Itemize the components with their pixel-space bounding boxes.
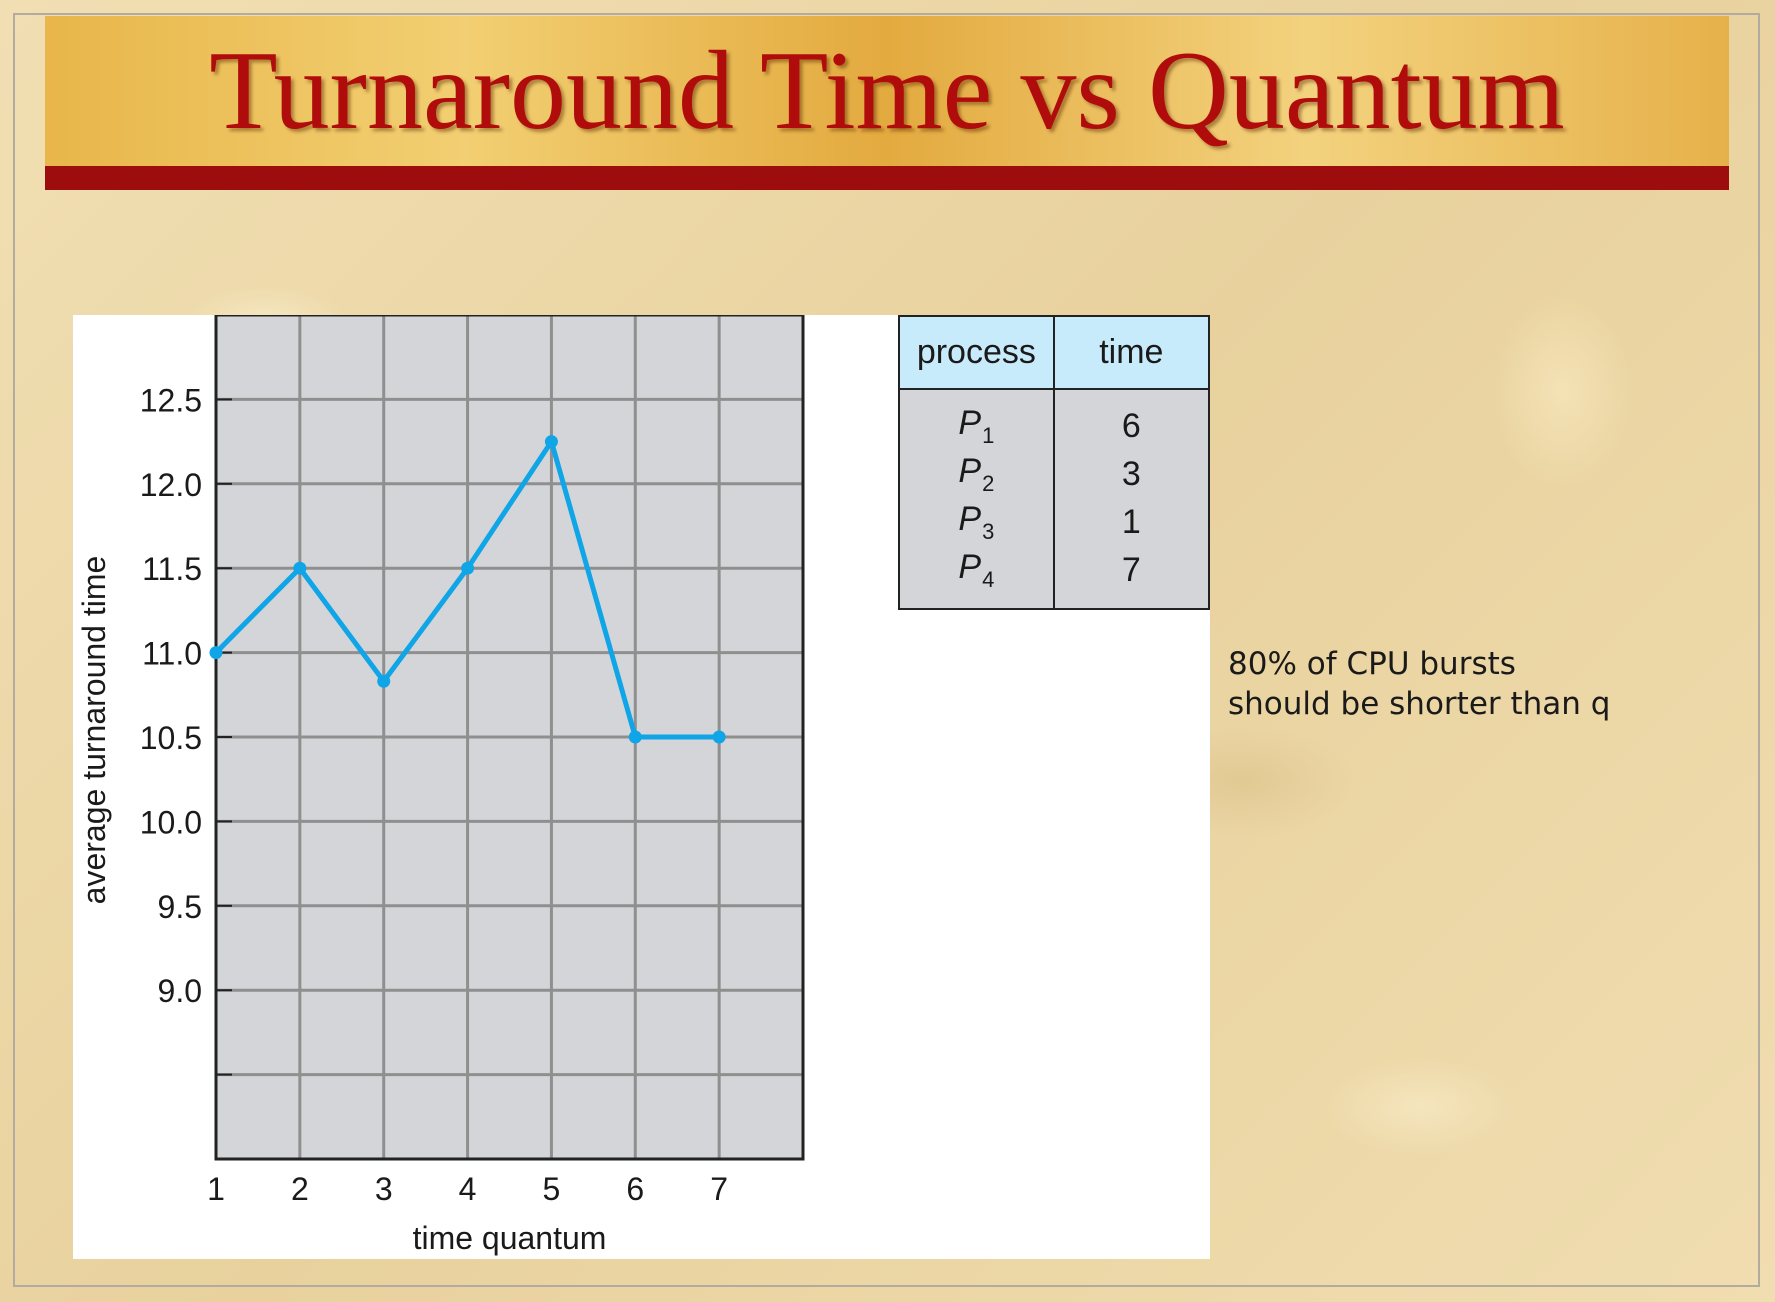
turnaround-chart: 9.0 9.5 10.0 10.5 11.0 11.5 12.0 12.5 1 2 3 4 5 6 7 tim… [76, 315, 805, 1256]
note-line: 80% of CPU bursts [1228, 646, 1516, 682]
y-tick-label: 10.5 [140, 720, 202, 756]
table-row: P1 6 [898, 389, 1211, 450]
process-time-cell: 1 [1052, 498, 1211, 546]
data-point [377, 674, 391, 688]
table-row: P2 3 [898, 450, 1211, 498]
data-point [293, 561, 307, 575]
x-tick-label: 5 [543, 1171, 561, 1207]
table-header-row: process time [898, 315, 1211, 390]
process-name-cell: P2 [898, 450, 1055, 498]
process-name-cell: P1 [898, 389, 1055, 450]
data-point [628, 730, 642, 744]
slide-title: Turnaround Time vs Quantum [209, 29, 1565, 153]
y-tick-label: 12.5 [140, 382, 202, 418]
data-point [209, 646, 223, 660]
y-tick-label: 10.0 [140, 804, 202, 840]
title-underline-bar [45, 166, 1729, 190]
cpu-burst-note: 80% of CPU bursts should be shorter than… [1228, 644, 1610, 724]
x-tick-label: 7 [710, 1171, 728, 1207]
header-process: process [898, 315, 1055, 390]
process-name-cell: P3 [898, 498, 1055, 546]
data-point [461, 561, 475, 575]
process-time-cell: 3 [1052, 450, 1211, 498]
y-tick-label: 11.5 [142, 551, 202, 587]
y-tick-label: 9.0 [158, 973, 202, 1009]
data-point [712, 730, 726, 744]
table-row: P3 1 [898, 498, 1211, 546]
figure-panel: 9.0 9.5 10.0 10.5 11.0 11.5 12.0 12.5 1 2 3 4 5 6 7 tim… [73, 315, 1211, 1259]
table-row: P4 7 [898, 546, 1211, 609]
y-axis-label: average turnaround time [76, 556, 112, 905]
y-tick-label: 9.5 [158, 889, 202, 925]
x-tick-label: 6 [626, 1171, 644, 1207]
x-axis-label: time quantum [413, 1220, 607, 1256]
header-time: time [1052, 315, 1211, 390]
data-point [544, 435, 558, 449]
y-tick-label: 11.0 [142, 636, 202, 672]
note-line: should be shorter than q [1228, 686, 1611, 722]
process-time-cell: 7 [1052, 546, 1211, 609]
x-tick-label: 4 [459, 1171, 477, 1207]
process-burst-table: process time P1 6 P2 3 P3 1 P4 7 [898, 315, 1211, 610]
process-time-cell: 6 [1052, 389, 1211, 450]
x-tick-label: 2 [291, 1171, 309, 1207]
x-tick-label: 1 [207, 1171, 225, 1207]
title-banner: Turnaround Time vs Quantum [45, 16, 1729, 166]
x-tick-label: 3 [375, 1171, 393, 1207]
y-tick-label: 12.0 [140, 467, 202, 503]
process-name-cell: P4 [898, 546, 1055, 609]
